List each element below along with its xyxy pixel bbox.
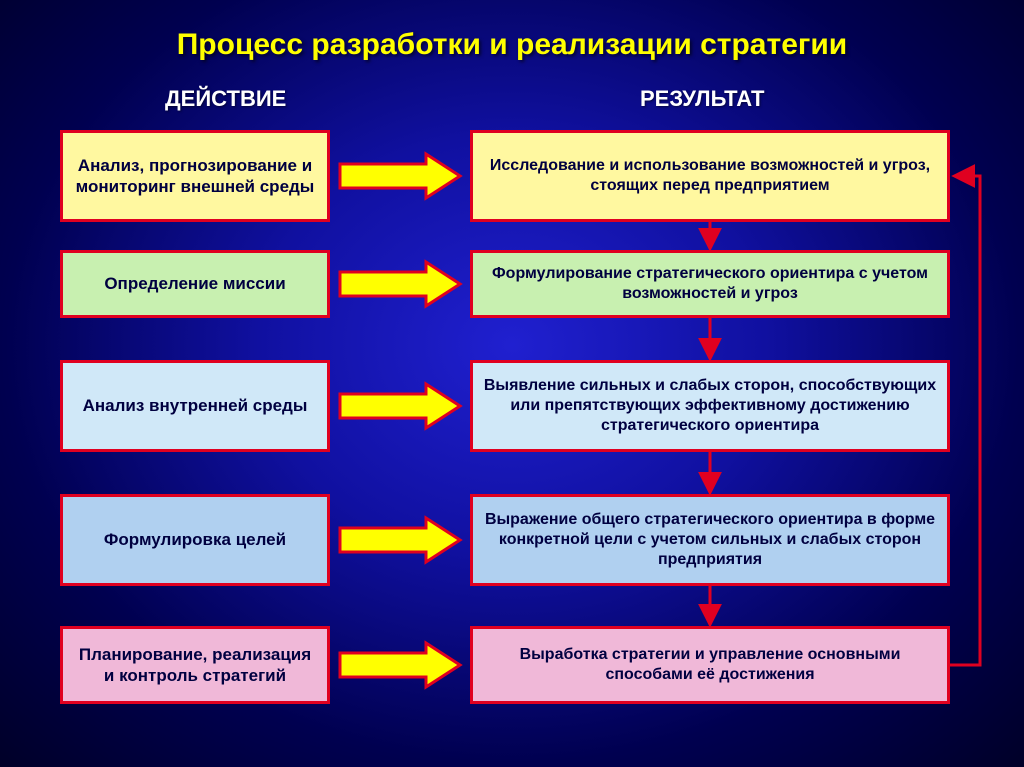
result-box-1: Формулирование стратегического ориентира… — [470, 250, 950, 318]
action-box-4: Планирование, реализация и контроль стра… — [60, 626, 330, 704]
action-box-0: Анализ, прогнозирование и мониторинг вне… — [60, 130, 330, 222]
action-box-2: Анализ внутренней среды — [60, 360, 330, 452]
result-box-2: Выявление сильных и слабых сторон, спосо… — [470, 360, 950, 452]
action-box-1: Определение миссии — [60, 250, 330, 318]
result-box-0: Исследование и использование возможносте… — [470, 130, 950, 222]
result-box-4: Выработка стратегии и управление основны… — [470, 626, 950, 704]
action-box-3: Формулировка целей — [60, 494, 330, 586]
header-action: ДЕЙСТВИЕ — [165, 86, 286, 112]
result-box-3: Выражение общего стратегического ориенти… — [470, 494, 950, 586]
page-title: Процесс разработки и реализации стратеги… — [0, 28, 1024, 62]
header-result: РЕЗУЛЬТАТ — [640, 86, 764, 112]
